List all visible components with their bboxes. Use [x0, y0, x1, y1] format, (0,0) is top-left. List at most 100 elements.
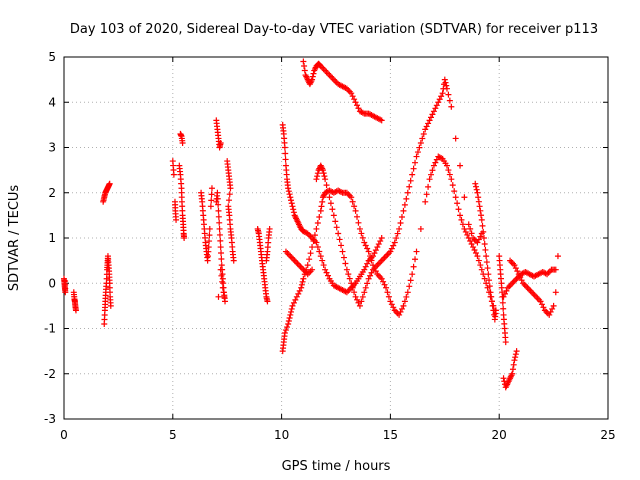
data-point: [313, 225, 320, 232]
data-point: [215, 207, 222, 214]
data-point: [388, 301, 395, 308]
data-point: [286, 315, 293, 322]
data-point: [474, 253, 481, 260]
data-point: [441, 76, 448, 83]
data-point: [422, 126, 429, 133]
series-seg-9.0: [254, 225, 273, 305]
data-point: [549, 305, 556, 312]
data-point: [488, 293, 495, 300]
data-point: [338, 188, 345, 195]
data-point: [372, 247, 379, 254]
data-point: [470, 244, 477, 251]
data-point: [429, 111, 436, 118]
data-point: [446, 171, 453, 178]
data-point: [398, 305, 405, 312]
data-point: [430, 108, 437, 115]
data-point: [488, 298, 495, 305]
data-point: [214, 189, 221, 196]
data-point: [356, 302, 363, 309]
data-point: [439, 90, 446, 97]
data-point: [480, 271, 487, 278]
data-point: [298, 284, 305, 291]
data-point: [292, 296, 299, 303]
data-point: [349, 284, 356, 291]
data-point: [436, 96, 443, 103]
y-tick-label: -3: [44, 412, 56, 426]
data-point: [351, 96, 358, 103]
data-point: [445, 91, 452, 98]
data-point: [316, 248, 323, 255]
data-point: [451, 188, 458, 195]
data-point: [552, 289, 559, 296]
data-point: [409, 171, 416, 178]
data-point: [300, 58, 307, 65]
data-point: [367, 253, 374, 260]
data-point: [309, 76, 316, 83]
data-point: [218, 272, 225, 279]
data-point: [327, 73, 334, 80]
data-point: [509, 370, 516, 377]
data-point: [282, 248, 289, 255]
data-point: [412, 159, 419, 166]
data-point: [452, 194, 459, 201]
data-point: [362, 242, 369, 249]
data-point: [320, 262, 327, 269]
data-point: [351, 203, 358, 210]
data-point: [288, 305, 295, 312]
data-point: [345, 271, 352, 278]
data-point: [367, 272, 374, 279]
data-point: [107, 302, 114, 309]
data-point: [290, 209, 297, 216]
data-point: [474, 189, 481, 196]
data-point: [484, 265, 491, 272]
data-point: [518, 277, 525, 284]
data-point: [443, 82, 450, 89]
data-point: [288, 197, 295, 204]
data-point: [404, 289, 411, 296]
data-point: [512, 354, 519, 361]
data-point: [285, 188, 292, 195]
data-point: [545, 269, 552, 276]
data-point: [467, 237, 474, 244]
data-point: [417, 139, 424, 146]
data-point: [396, 225, 403, 232]
y-tick-label: 2: [48, 186, 56, 200]
series-seg-5.4b: [176, 162, 188, 241]
data-point: [343, 189, 350, 196]
data-point: [299, 278, 306, 285]
series-tail-21: [500, 253, 561, 318]
series-seg-6.4: [198, 185, 215, 264]
data-point: [504, 284, 511, 291]
data-point: [321, 173, 328, 180]
data-point: [293, 259, 300, 266]
data-point: [352, 207, 359, 214]
data-point: [443, 162, 450, 169]
data-point: [266, 225, 273, 232]
data-point: [281, 144, 288, 151]
data-point: [364, 280, 371, 287]
data-point: [383, 284, 390, 291]
data-point: [448, 103, 455, 110]
data-point: [354, 102, 361, 109]
data-point: [217, 139, 224, 146]
data-point: [420, 131, 427, 138]
series-arc-lower: [279, 153, 498, 355]
data-point: [473, 186, 480, 193]
data-point: [550, 302, 557, 309]
data-point: [479, 222, 486, 229]
data-point: [349, 198, 356, 205]
data-point: [227, 185, 234, 192]
series-seg-5.4a: [177, 130, 186, 146]
data-point: [457, 162, 464, 169]
data-point: [307, 250, 314, 257]
data-point: [348, 280, 355, 287]
data-point: [282, 327, 289, 334]
data-point: [472, 250, 479, 257]
data-point: [426, 117, 433, 124]
data-point: [511, 357, 518, 364]
data-point: [483, 259, 490, 266]
data-point: [324, 188, 331, 195]
data-point: [314, 173, 321, 180]
data-point: [464, 231, 471, 238]
data-point: [285, 320, 292, 327]
